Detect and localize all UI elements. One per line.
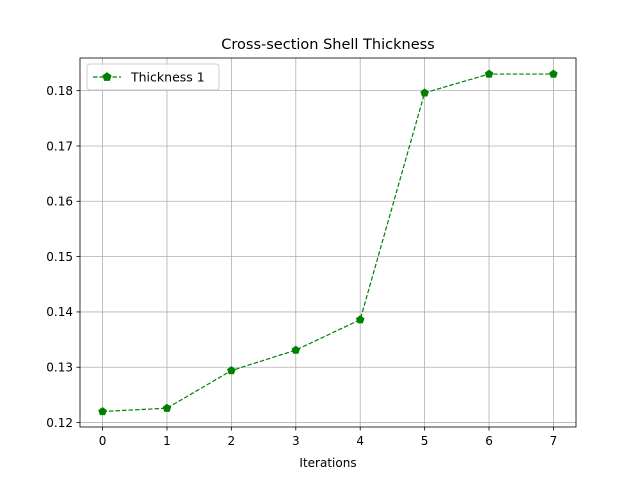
data-point	[227, 366, 236, 375]
x-tick-label: 4	[356, 434, 364, 448]
y-tick-label: 0.12	[46, 416, 73, 430]
legend-box	[86, 63, 220, 91]
legend: Thickness 1	[86, 63, 220, 91]
x-tick-label: 1	[163, 434, 171, 448]
x-tick-label: 6	[485, 434, 493, 448]
y-tick-label: 0.15	[46, 250, 73, 264]
data-point	[355, 315, 365, 324]
y-tick-label: 0.13	[46, 361, 73, 375]
y-tick-label: 0.18	[46, 84, 73, 98]
legend-marker	[102, 72, 112, 81]
legend-entry-label: Thickness 1	[130, 70, 205, 85]
x-tick-label: 0	[99, 434, 107, 448]
x-tick-label: 3	[292, 434, 300, 448]
data-point	[98, 407, 107, 416]
data-point	[549, 69, 558, 78]
series-line	[102, 73, 554, 413]
y-tick-label: 0.16	[46, 195, 73, 209]
data-point	[420, 88, 429, 97]
data-point	[291, 345, 301, 354]
x-tick-label: 5	[421, 434, 429, 448]
chart-title: Cross-section Shell Thickness	[221, 37, 434, 53]
y-tick-label: 0.17	[46, 139, 73, 153]
x-tick-label: 2	[228, 434, 236, 448]
data-point	[162, 403, 172, 412]
x-axis-label: Iterations	[299, 456, 356, 470]
x-axis-ticks: 0 1 2 3 4 5 6 7	[99, 427, 558, 448]
grid	[80, 58, 576, 427]
plot-frame	[79, 57, 577, 428]
series-layer	[98, 69, 558, 416]
y-axis-ticks: 0.12 0.13 0.14 0.15 0.16 0.17 0.18	[46, 84, 80, 430]
data-point	[484, 69, 494, 78]
y-tick-label: 0.14	[46, 305, 73, 319]
x-tick-label: 7	[550, 434, 558, 448]
